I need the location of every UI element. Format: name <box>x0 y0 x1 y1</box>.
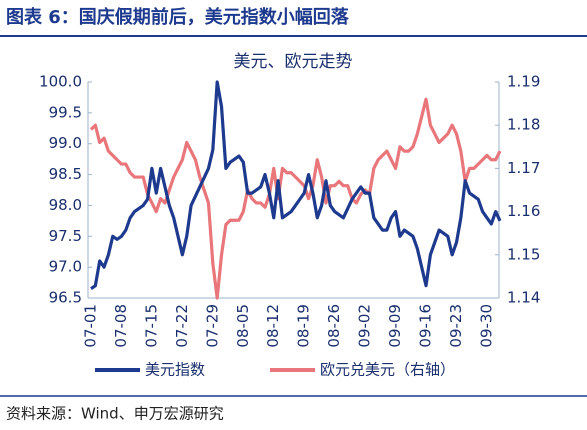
series-line <box>89 97 502 300</box>
x-tick-label: 08-12 <box>264 304 282 348</box>
y2-tick-label: 1.19 <box>507 73 540 91</box>
x-tick-label: 08-05 <box>234 304 252 348</box>
chart-title: 美元、欧元走势 <box>234 52 353 72</box>
y-tick-label: 97.5 <box>49 227 82 245</box>
y2-tick-label: 1.18 <box>507 116 540 134</box>
series-line <box>90 80 502 291</box>
y-tick-label: 97.0 <box>49 258 82 276</box>
y2-tick-label: 1.17 <box>507 159 540 177</box>
x-tick-label: 09-23 <box>447 304 465 348</box>
y2-tick-label: 1.16 <box>507 202 540 220</box>
x-tick-label: 09-09 <box>386 304 404 348</box>
x-tick-label: 07-29 <box>203 304 221 348</box>
y-tick-label: 98.0 <box>49 196 82 214</box>
y-tick-label: 100.0 <box>39 73 82 91</box>
x-tick-label: 07-08 <box>112 304 130 348</box>
x-tick-label: 09-30 <box>477 304 495 348</box>
x-tick-label: 07-22 <box>173 304 191 348</box>
x-tick-label: 08-19 <box>295 304 313 348</box>
x-tick-label: 07-15 <box>142 304 160 348</box>
x-tick-label: 08-26 <box>325 304 343 348</box>
y2-tick-label: 1.15 <box>507 245 540 263</box>
y-tick-label: 96.5 <box>49 289 82 307</box>
y-tick-label: 98.5 <box>49 165 82 183</box>
y2-tick-label: 1.14 <box>507 289 540 307</box>
y-tick-label: 99.5 <box>49 103 82 121</box>
x-tick-label: 09-16 <box>417 304 435 348</box>
legend-label: 美元指数 <box>145 361 205 379</box>
y-tick-label: 99.0 <box>49 134 82 152</box>
header: 图表 6：国庆假期前后，美元指数小幅回落 <box>6 6 350 28</box>
x-tick-label: 09-02 <box>356 304 374 348</box>
source: 资料来源：Wind、申万宏源研究 <box>6 405 224 423</box>
legend-label: 欧元兑美元（右轴） <box>320 361 455 379</box>
x-tick-label: 07-01 <box>82 304 100 348</box>
